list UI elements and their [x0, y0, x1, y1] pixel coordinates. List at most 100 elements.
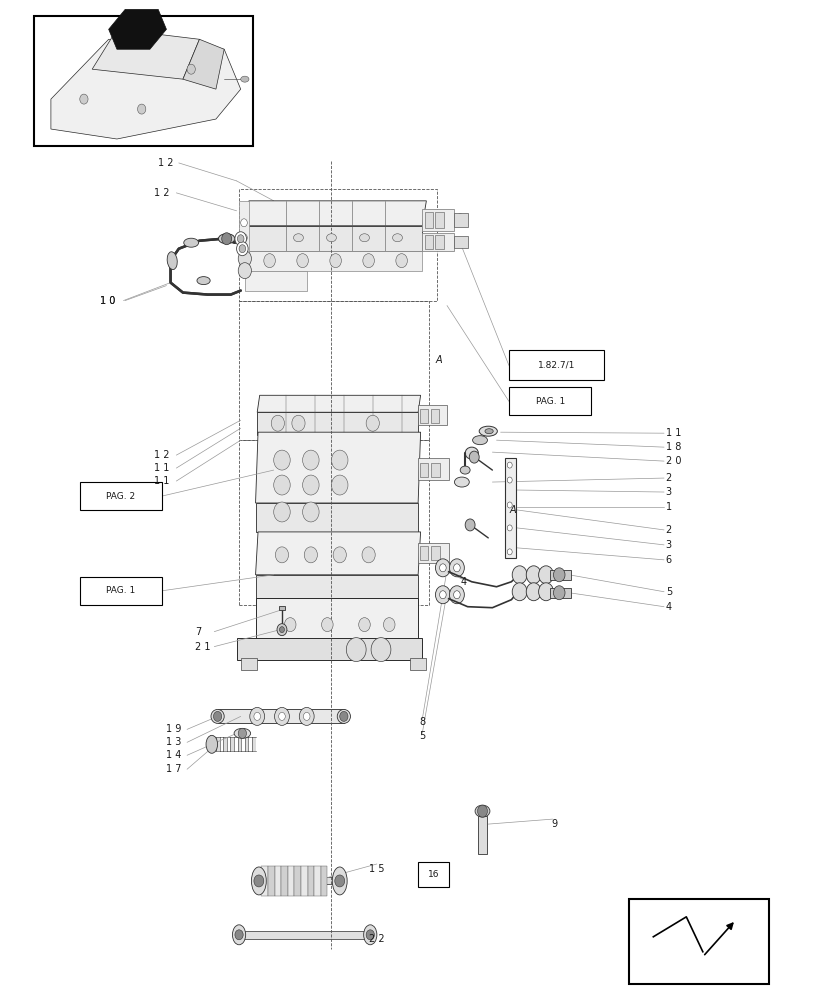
Polygon shape: [108, 9, 166, 49]
Bar: [628, 899, 768, 984]
Circle shape: [507, 549, 512, 555]
Bar: [419, 409, 428, 423]
Text: 7: 7: [195, 627, 201, 637]
Ellipse shape: [167, 252, 177, 270]
Polygon shape: [257, 412, 418, 435]
Ellipse shape: [293, 234, 303, 242]
Polygon shape: [216, 737, 219, 751]
Bar: [261, 866, 268, 896]
Ellipse shape: [392, 234, 402, 242]
Bar: [418, 543, 449, 563]
Ellipse shape: [197, 277, 210, 285]
Circle shape: [303, 712, 309, 720]
Ellipse shape: [241, 76, 249, 82]
Circle shape: [383, 618, 394, 632]
Bar: [453, 213, 468, 227]
Circle shape: [552, 568, 564, 582]
Circle shape: [302, 450, 318, 470]
Polygon shape: [218, 709, 343, 723]
Circle shape: [279, 712, 285, 720]
Text: PAG. 1: PAG. 1: [535, 397, 564, 406]
Circle shape: [277, 624, 287, 636]
Text: 1 7: 1 7: [166, 764, 182, 774]
Circle shape: [339, 711, 347, 721]
Circle shape: [235, 232, 246, 246]
Text: 3: 3: [665, 540, 671, 550]
Text: 2 1: 2 1: [195, 642, 211, 652]
Bar: [300, 866, 307, 896]
Circle shape: [538, 583, 552, 601]
Bar: [418, 458, 449, 480]
Circle shape: [538, 566, 552, 584]
Ellipse shape: [206, 735, 218, 753]
Ellipse shape: [326, 234, 336, 242]
Bar: [431, 463, 439, 477]
Circle shape: [238, 728, 246, 738]
Bar: [435, 235, 443, 249]
Text: 8: 8: [418, 717, 425, 727]
Bar: [288, 866, 294, 896]
Text: 5: 5: [418, 731, 425, 741]
Text: 1 5: 1 5: [369, 864, 385, 874]
Bar: [245, 251, 422, 271]
Ellipse shape: [465, 447, 478, 459]
Bar: [431, 546, 439, 560]
Circle shape: [274, 475, 290, 495]
Bar: [241, 658, 257, 670]
Text: A: A: [435, 355, 442, 365]
Bar: [435, 212, 443, 228]
Polygon shape: [256, 532, 420, 575]
Circle shape: [331, 475, 347, 495]
Circle shape: [241, 219, 247, 227]
Ellipse shape: [460, 466, 470, 474]
Polygon shape: [256, 432, 420, 503]
Bar: [307, 866, 313, 896]
Text: 1 4: 1 4: [166, 750, 182, 760]
Circle shape: [239, 245, 246, 253]
Circle shape: [331, 450, 347, 470]
Polygon shape: [92, 29, 199, 79]
Text: 4: 4: [460, 577, 466, 587]
Circle shape: [299, 707, 313, 725]
Bar: [268, 866, 275, 896]
Circle shape: [453, 564, 460, 572]
Polygon shape: [256, 575, 418, 598]
Circle shape: [271, 415, 284, 431]
Text: 4: 4: [665, 602, 671, 612]
Bar: [549, 570, 570, 580]
Bar: [453, 236, 468, 248]
Bar: [424, 212, 433, 228]
Bar: [239, 301, 428, 440]
Bar: [424, 235, 433, 249]
Circle shape: [213, 711, 222, 721]
Circle shape: [361, 547, 375, 563]
Polygon shape: [183, 39, 224, 89]
Circle shape: [552, 586, 564, 600]
Bar: [275, 866, 281, 896]
Circle shape: [465, 519, 475, 531]
Bar: [409, 658, 426, 670]
Text: 1 0: 1 0: [100, 296, 116, 306]
Circle shape: [237, 242, 248, 256]
Bar: [320, 866, 327, 896]
Circle shape: [250, 707, 265, 725]
Polygon shape: [50, 39, 241, 139]
Circle shape: [302, 475, 318, 495]
Polygon shape: [259, 877, 339, 884]
Ellipse shape: [337, 709, 350, 723]
Ellipse shape: [234, 728, 251, 738]
Circle shape: [274, 450, 290, 470]
Circle shape: [477, 805, 487, 817]
Circle shape: [439, 564, 446, 572]
Circle shape: [346, 638, 366, 662]
Text: 1 2: 1 2: [154, 450, 170, 460]
Circle shape: [235, 930, 243, 940]
Circle shape: [291, 415, 304, 431]
Circle shape: [358, 618, 370, 632]
Polygon shape: [223, 737, 227, 751]
Text: 1 2: 1 2: [158, 158, 174, 168]
Circle shape: [332, 547, 346, 563]
Ellipse shape: [232, 925, 246, 945]
Circle shape: [254, 712, 261, 720]
Ellipse shape: [359, 234, 369, 242]
